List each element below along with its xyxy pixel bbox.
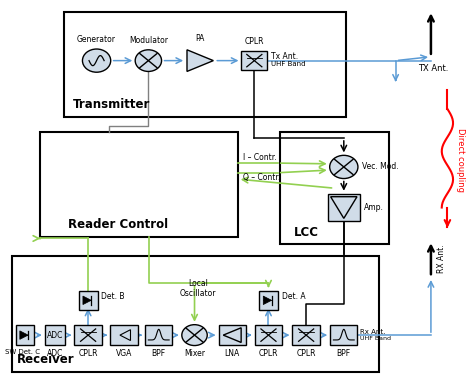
- Polygon shape: [83, 296, 91, 305]
- Text: Modulator: Modulator: [129, 36, 168, 45]
- Text: Generator: Generator: [77, 35, 116, 44]
- Text: Direct coupling: Direct coupling: [456, 128, 465, 192]
- Bar: [79, 291, 98, 310]
- Bar: [110, 326, 137, 345]
- Bar: [330, 326, 357, 345]
- Circle shape: [135, 50, 162, 71]
- Polygon shape: [120, 330, 130, 341]
- Bar: [328, 194, 360, 222]
- Text: LNA: LNA: [225, 349, 240, 358]
- Polygon shape: [331, 197, 357, 218]
- Bar: [64, 12, 346, 117]
- Text: PA: PA: [195, 34, 205, 43]
- Text: ADC: ADC: [47, 349, 64, 358]
- Text: UHF Band: UHF Band: [360, 336, 392, 341]
- Bar: [40, 132, 238, 237]
- Text: CPLR: CPLR: [296, 349, 316, 358]
- Text: Tx Ant.: Tx Ant.: [271, 52, 298, 61]
- Circle shape: [182, 325, 207, 346]
- Text: VGA: VGA: [116, 349, 132, 358]
- Text: Local
Oscillator: Local Oscillator: [180, 279, 217, 298]
- Text: Q – Contr.: Q – Contr.: [243, 173, 280, 182]
- Text: UHF Band: UHF Band: [271, 61, 306, 67]
- Text: Vec. Mod.: Vec. Mod.: [362, 163, 398, 171]
- Text: ADC: ADC: [47, 331, 64, 340]
- Text: RX Ant.: RX Ant.: [437, 244, 446, 273]
- Text: CPLR: CPLR: [245, 37, 264, 46]
- Bar: [259, 291, 278, 310]
- Polygon shape: [187, 50, 213, 71]
- Text: Transmitter: Transmitter: [73, 98, 150, 111]
- Bar: [219, 326, 246, 345]
- Text: I – Contr.: I – Contr.: [243, 153, 276, 162]
- Bar: [292, 326, 320, 345]
- Text: BPF: BPF: [152, 349, 166, 358]
- Text: Det. A: Det. A: [282, 292, 305, 301]
- Text: Det. B: Det. B: [101, 292, 125, 301]
- Text: SW Det. C: SW Det. C: [5, 349, 40, 355]
- Bar: [74, 326, 102, 345]
- Bar: [12, 256, 379, 372]
- Polygon shape: [223, 328, 241, 343]
- Text: TX Ant.: TX Ant.: [418, 64, 448, 73]
- Bar: [45, 326, 65, 345]
- Bar: [241, 51, 267, 70]
- Bar: [145, 326, 173, 345]
- Text: CPLR: CPLR: [78, 349, 98, 358]
- Bar: [255, 326, 282, 345]
- Text: Receiver: Receiver: [17, 353, 74, 366]
- Polygon shape: [20, 331, 28, 340]
- Text: LCC: LCC: [294, 226, 319, 239]
- Polygon shape: [263, 296, 272, 305]
- Text: CPLR: CPLR: [259, 349, 278, 358]
- Text: Reader Control: Reader Control: [68, 218, 168, 231]
- Text: Mixer: Mixer: [184, 350, 205, 359]
- Bar: [16, 326, 35, 345]
- Text: Amp.: Amp.: [364, 203, 383, 212]
- Circle shape: [330, 155, 358, 178]
- Text: BPF: BPF: [337, 349, 351, 358]
- Text: Rx Ant.: Rx Ant.: [360, 329, 386, 335]
- Circle shape: [82, 49, 111, 72]
- Bar: [280, 132, 389, 244]
